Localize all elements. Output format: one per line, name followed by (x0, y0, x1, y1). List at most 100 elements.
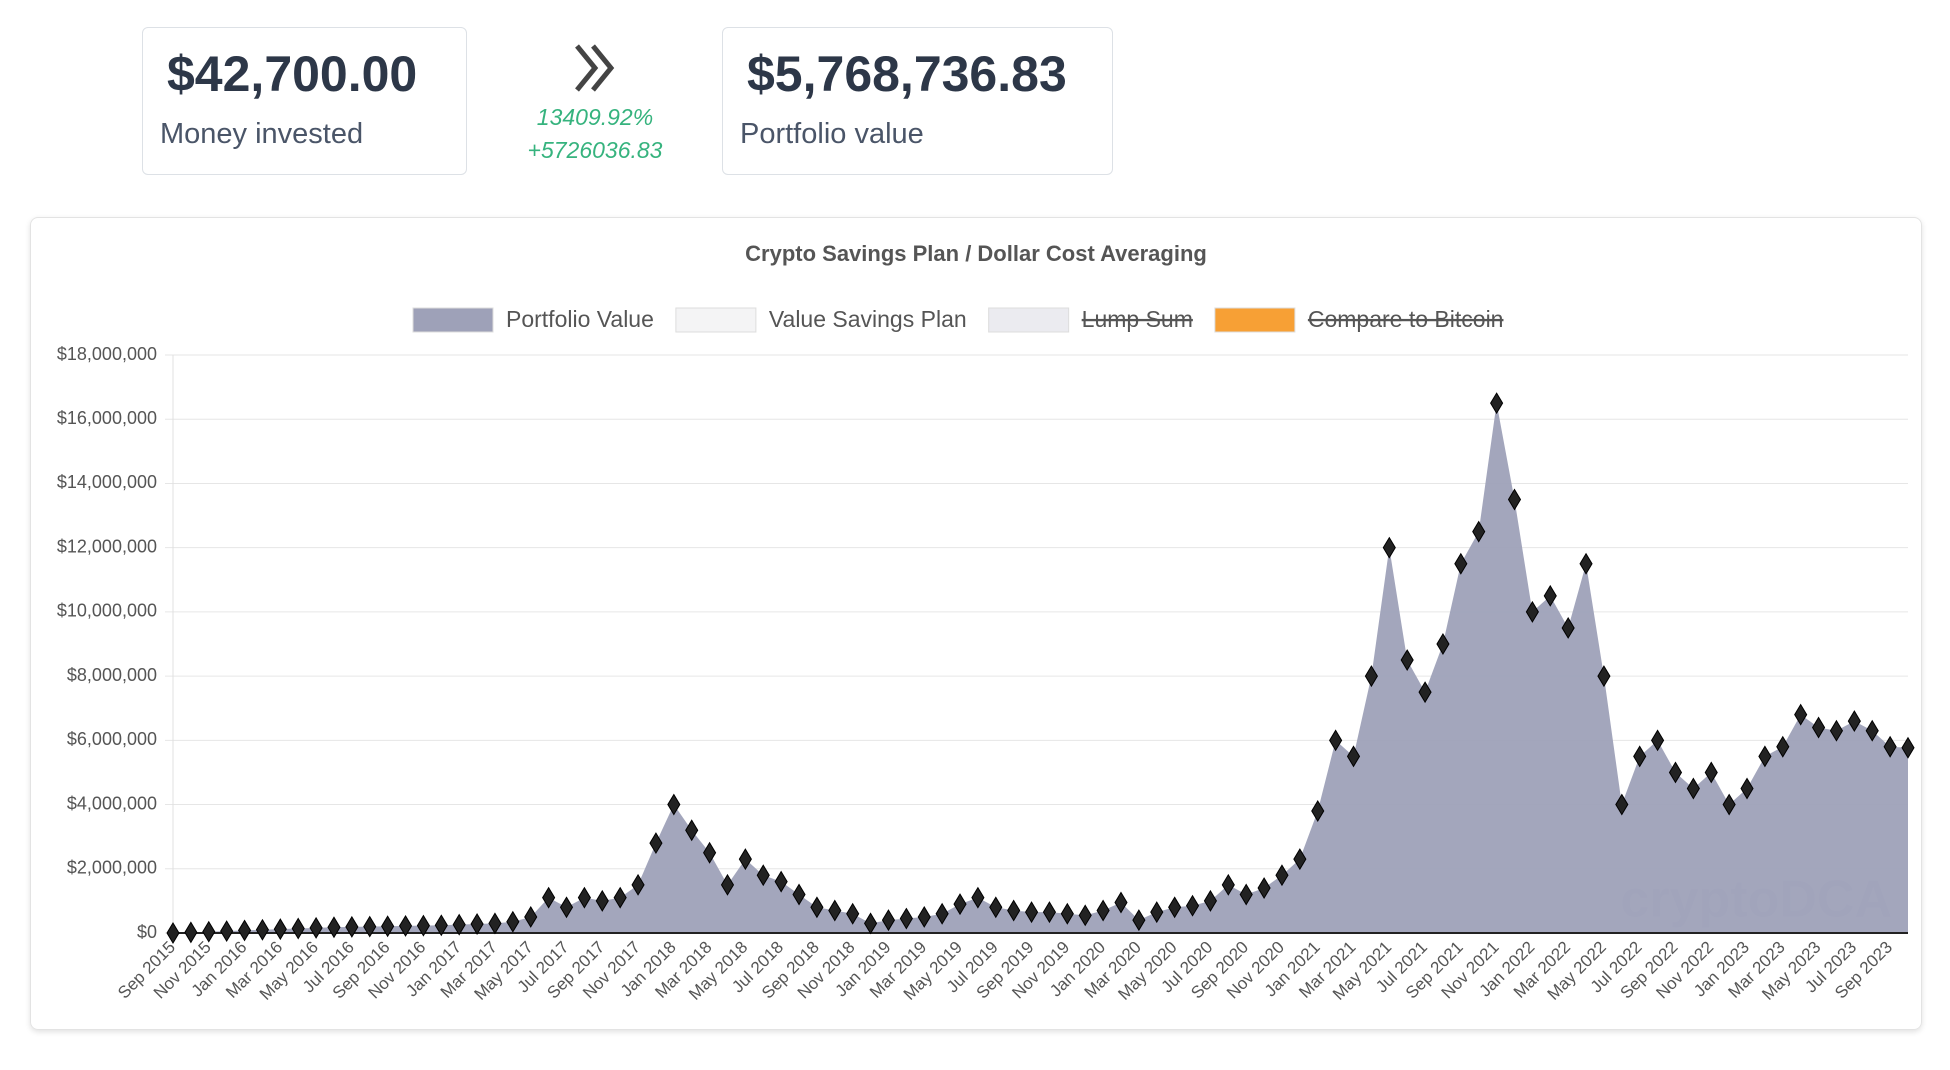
marker (327, 916, 341, 939)
marker (1096, 899, 1110, 922)
y-tick-label: $0 (137, 922, 157, 942)
legend-swatch (412, 307, 494, 333)
marker (1024, 901, 1039, 924)
marker (1615, 793, 1629, 816)
marker (166, 922, 180, 944)
marker (1400, 649, 1414, 672)
legend-label: Compare to Bitcoin (1308, 306, 1504, 332)
marker (1203, 889, 1218, 912)
invested-card: $42,700.00 Money invested (142, 27, 467, 175)
marker (1883, 735, 1897, 758)
y-tick-label: $4,000,000 (67, 793, 157, 813)
marker (1418, 681, 1432, 704)
marker (488, 912, 502, 935)
marker (1329, 729, 1343, 752)
marker (1507, 488, 1522, 511)
marker (846, 902, 860, 925)
marker (291, 917, 305, 940)
marker (595, 889, 609, 912)
marker (1132, 909, 1146, 932)
marker (577, 886, 591, 909)
marker (1490, 392, 1504, 415)
marker (381, 915, 395, 938)
legend-swatch (1214, 307, 1296, 333)
marker (1257, 877, 1271, 900)
chart-title: Crypto Savings Plan / Dollar Cost Averag… (745, 241, 1207, 266)
portfolio-label: Portfolio value (740, 118, 924, 150)
marker (1364, 665, 1378, 688)
area (173, 403, 1908, 933)
portfolio-value: $5,768,736.83 (747, 46, 1067, 102)
marker (1722, 793, 1736, 816)
marker (237, 919, 252, 942)
marker (1651, 729, 1665, 752)
marker (506, 910, 520, 933)
marker (416, 914, 430, 937)
change-percent: 13409.92% (536, 104, 654, 130)
marker (1579, 552, 1593, 575)
marker (613, 886, 627, 909)
marker (1847, 710, 1861, 733)
marker (1454, 552, 1468, 575)
marker (703, 841, 717, 864)
marker (1543, 584, 1557, 607)
marker (685, 819, 699, 842)
y-tick-label: $14,000,000 (57, 472, 157, 492)
marker (524, 905, 538, 928)
marker (1525, 600, 1539, 623)
y-tick-label: $12,000,000 (57, 536, 157, 556)
legend-swatch (675, 307, 757, 333)
marker (1114, 891, 1128, 914)
marker (1811, 716, 1826, 739)
marker (667, 793, 681, 816)
chart: Crypto Savings Plan / Dollar Cost Averag… (57, 241, 1915, 1004)
marker (1168, 896, 1182, 919)
marker (881, 909, 896, 932)
marker (1472, 520, 1486, 543)
marker (220, 920, 234, 943)
marker (452, 913, 466, 936)
marker (255, 918, 270, 941)
y-tick-label: $8,000,000 (67, 665, 157, 685)
marker (1185, 894, 1200, 917)
marker (434, 914, 448, 937)
marker (345, 915, 359, 938)
legend-label: Value Savings Plan (769, 306, 967, 332)
marker (1078, 904, 1092, 927)
marker (756, 864, 770, 887)
marker (989, 896, 1003, 919)
chart-card: Crypto Savings Plan / Dollar Cost Averag… (30, 217, 1922, 1030)
marker (1776, 735, 1790, 758)
marker (1597, 665, 1611, 688)
marker (774, 870, 788, 893)
y-tick-label: $10,000,000 (57, 601, 157, 621)
legend-label: Lump Sum (1082, 306, 1193, 332)
marker (828, 899, 842, 922)
marker (1150, 901, 1164, 924)
legend-swatch (988, 307, 1070, 333)
marker (309, 916, 323, 939)
marker (1436, 633, 1450, 655)
marker (1221, 873, 1235, 896)
marker (1865, 719, 1879, 742)
marker (273, 918, 287, 941)
marker (1758, 745, 1772, 768)
marker (1740, 777, 1754, 800)
marker (917, 905, 931, 928)
marker (792, 883, 806, 906)
marker (720, 873, 735, 896)
marker (1794, 703, 1808, 726)
marker (738, 848, 752, 871)
marker (1239, 883, 1253, 906)
arrow-icon (575, 44, 615, 92)
marker (1311, 800, 1325, 822)
marker (1668, 761, 1683, 784)
marker (810, 896, 824, 919)
marker (1901, 736, 1915, 759)
marker (1704, 761, 1718, 784)
marker (1829, 719, 1844, 742)
marker (202, 920, 216, 943)
y-tick-label: $2,000,000 (67, 858, 157, 878)
marker (470, 913, 484, 935)
